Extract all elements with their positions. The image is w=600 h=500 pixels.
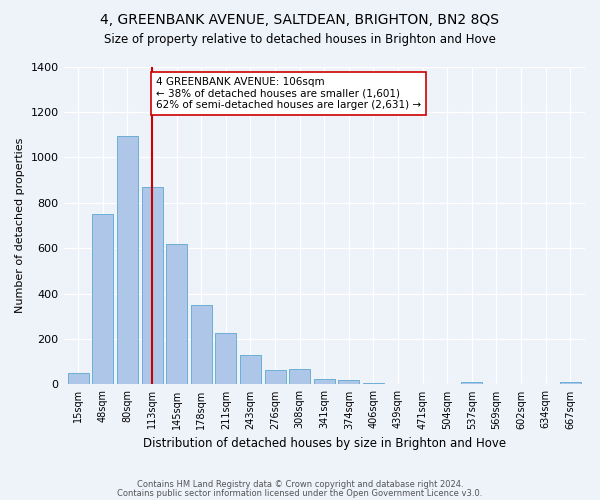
Text: Size of property relative to detached houses in Brighton and Hove: Size of property relative to detached ho… — [104, 32, 496, 46]
Bar — [68, 373, 89, 384]
Bar — [560, 382, 581, 384]
Text: Contains HM Land Registry data © Crown copyright and database right 2024.: Contains HM Land Registry data © Crown c… — [137, 480, 463, 489]
Bar — [314, 379, 335, 384]
Bar — [215, 334, 236, 384]
Bar — [240, 355, 261, 384]
Bar — [166, 244, 187, 384]
X-axis label: Distribution of detached houses by size in Brighton and Hove: Distribution of detached houses by size … — [143, 437, 506, 450]
Text: 4, GREENBANK AVENUE, SALTDEAN, BRIGHTON, BN2 8QS: 4, GREENBANK AVENUE, SALTDEAN, BRIGHTON,… — [101, 12, 499, 26]
Bar — [289, 368, 310, 384]
Bar — [142, 187, 163, 384]
Bar — [265, 370, 286, 384]
Y-axis label: Number of detached properties: Number of detached properties — [15, 138, 25, 313]
Bar — [117, 136, 138, 384]
Bar — [191, 305, 212, 384]
Text: 4 GREENBANK AVENUE: 106sqm
← 38% of detached houses are smaller (1,601)
62% of s: 4 GREENBANK AVENUE: 106sqm ← 38% of deta… — [156, 76, 421, 110]
Bar — [92, 214, 113, 384]
Bar — [338, 380, 359, 384]
Bar — [461, 382, 482, 384]
Text: Contains public sector information licensed under the Open Government Licence v3: Contains public sector information licen… — [118, 489, 482, 498]
